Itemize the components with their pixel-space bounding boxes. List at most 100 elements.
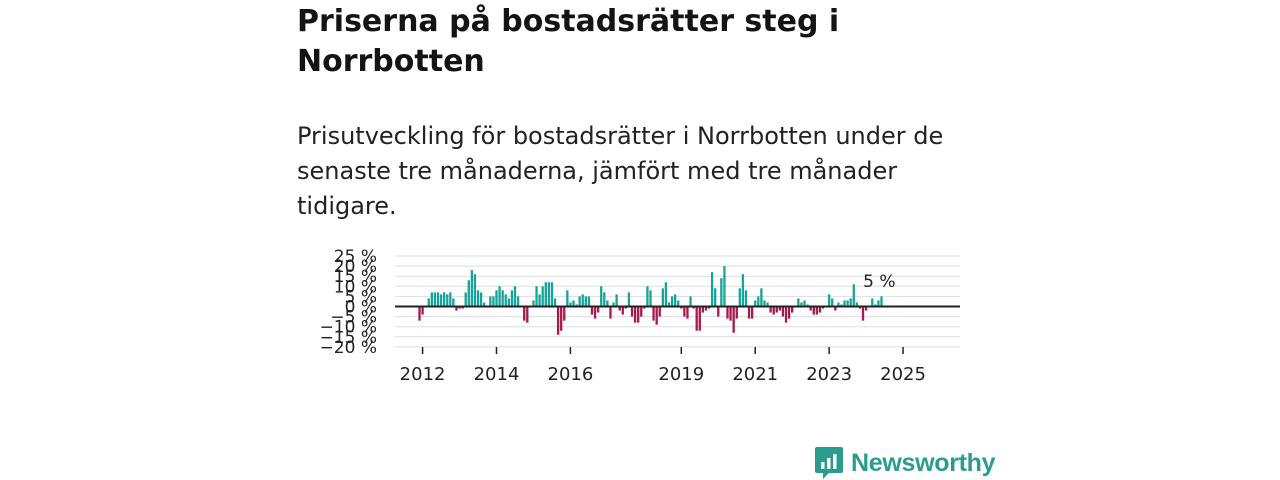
bar	[612, 302, 615, 307]
bar	[643, 306, 646, 309]
bar	[495, 290, 498, 307]
bar	[861, 306, 865, 321]
bar	[864, 306, 868, 311]
bar	[523, 306, 526, 321]
x-tick-label: 2012	[400, 364, 446, 385]
bar	[609, 306, 612, 319]
bar	[455, 306, 458, 311]
bar	[513, 286, 517, 307]
bar	[849, 298, 852, 307]
bar	[797, 298, 800, 307]
bar	[593, 306, 597, 319]
bar	[575, 304, 578, 307]
bar	[538, 294, 541, 307]
last-value-label: 5 %	[863, 272, 895, 292]
bar	[744, 290, 748, 307]
y-tick-label: −5 %	[330, 308, 377, 328]
y-tick-label: −10 %	[320, 318, 377, 338]
bar	[667, 302, 671, 307]
bar	[680, 306, 683, 309]
x-tick-label: 2019	[658, 364, 704, 385]
bar	[630, 306, 634, 317]
bar	[710, 272, 714, 307]
bar	[874, 304, 877, 307]
y-tick-label: 20 %	[334, 257, 377, 277]
bar	[436, 292, 440, 307]
x-tick-label: 2023	[806, 364, 852, 385]
x-tick-label: 2025	[880, 364, 926, 385]
bar	[704, 306, 708, 311]
bar	[461, 306, 464, 309]
bar	[596, 306, 600, 313]
bar	[747, 306, 751, 319]
bar	[812, 306, 815, 315]
bar	[701, 306, 705, 313]
bar	[843, 300, 846, 307]
bar	[615, 294, 618, 307]
bar	[806, 304, 809, 307]
bar	[489, 296, 492, 307]
bar	[827, 294, 831, 307]
y-tick-label: 10 %	[334, 277, 377, 297]
bar	[507, 298, 510, 307]
bar	[572, 300, 575, 307]
bar	[735, 306, 738, 319]
bar	[578, 296, 581, 307]
bar	[418, 306, 421, 321]
bar	[732, 306, 735, 333]
bar	[652, 306, 655, 321]
bar	[452, 298, 455, 307]
bar	[560, 306, 563, 331]
bar	[855, 302, 859, 307]
bar	[470, 270, 474, 307]
newsworthy-logo-icon	[815, 447, 843, 479]
bar	[757, 296, 760, 307]
bar	[621, 306, 624, 315]
bar	[550, 282, 554, 307]
x-tick-label: 2016	[548, 364, 594, 385]
bar	[880, 296, 883, 307]
bar	[754, 300, 757, 307]
bar	[772, 306, 775, 315]
bar	[498, 286, 501, 307]
chart-title: Priserna på bostadsrätter steg i Norrbot…	[297, 4, 840, 79]
bar	[590, 306, 594, 315]
bar	[677, 300, 680, 307]
bar	[729, 306, 732, 321]
bar	[483, 302, 486, 307]
bar	[439, 294, 443, 307]
bar	[750, 306, 754, 319]
bar	[800, 302, 803, 307]
bar	[476, 290, 480, 307]
bar	[449, 292, 452, 307]
bar	[587, 296, 591, 307]
x-tick-label: 2021	[732, 364, 778, 385]
bar	[421, 306, 424, 315]
bar	[809, 306, 812, 311]
bar	[877, 300, 880, 307]
bar	[427, 298, 430, 307]
bar	[458, 306, 461, 309]
bar	[649, 290, 652, 307]
bar	[618, 306, 621, 311]
newsworthy-logo[interactable]: Newsworthy	[814, 446, 996, 480]
bar	[664, 282, 668, 307]
bar	[834, 306, 837, 311]
bar	[858, 306, 862, 309]
bar	[775, 306, 778, 313]
bar	[553, 298, 557, 307]
bar	[707, 306, 711, 309]
bar	[504, 294, 507, 307]
bar	[624, 306, 628, 309]
bar	[501, 290, 504, 307]
bar	[544, 282, 547, 307]
bar	[769, 306, 772, 313]
bar	[831, 298, 834, 307]
bar	[726, 306, 729, 319]
bar	[815, 306, 818, 315]
bar	[852, 284, 855, 307]
bar	[766, 302, 769, 307]
bar	[683, 306, 686, 317]
newsworthy-logo-text: Newsworthy	[851, 448, 996, 477]
